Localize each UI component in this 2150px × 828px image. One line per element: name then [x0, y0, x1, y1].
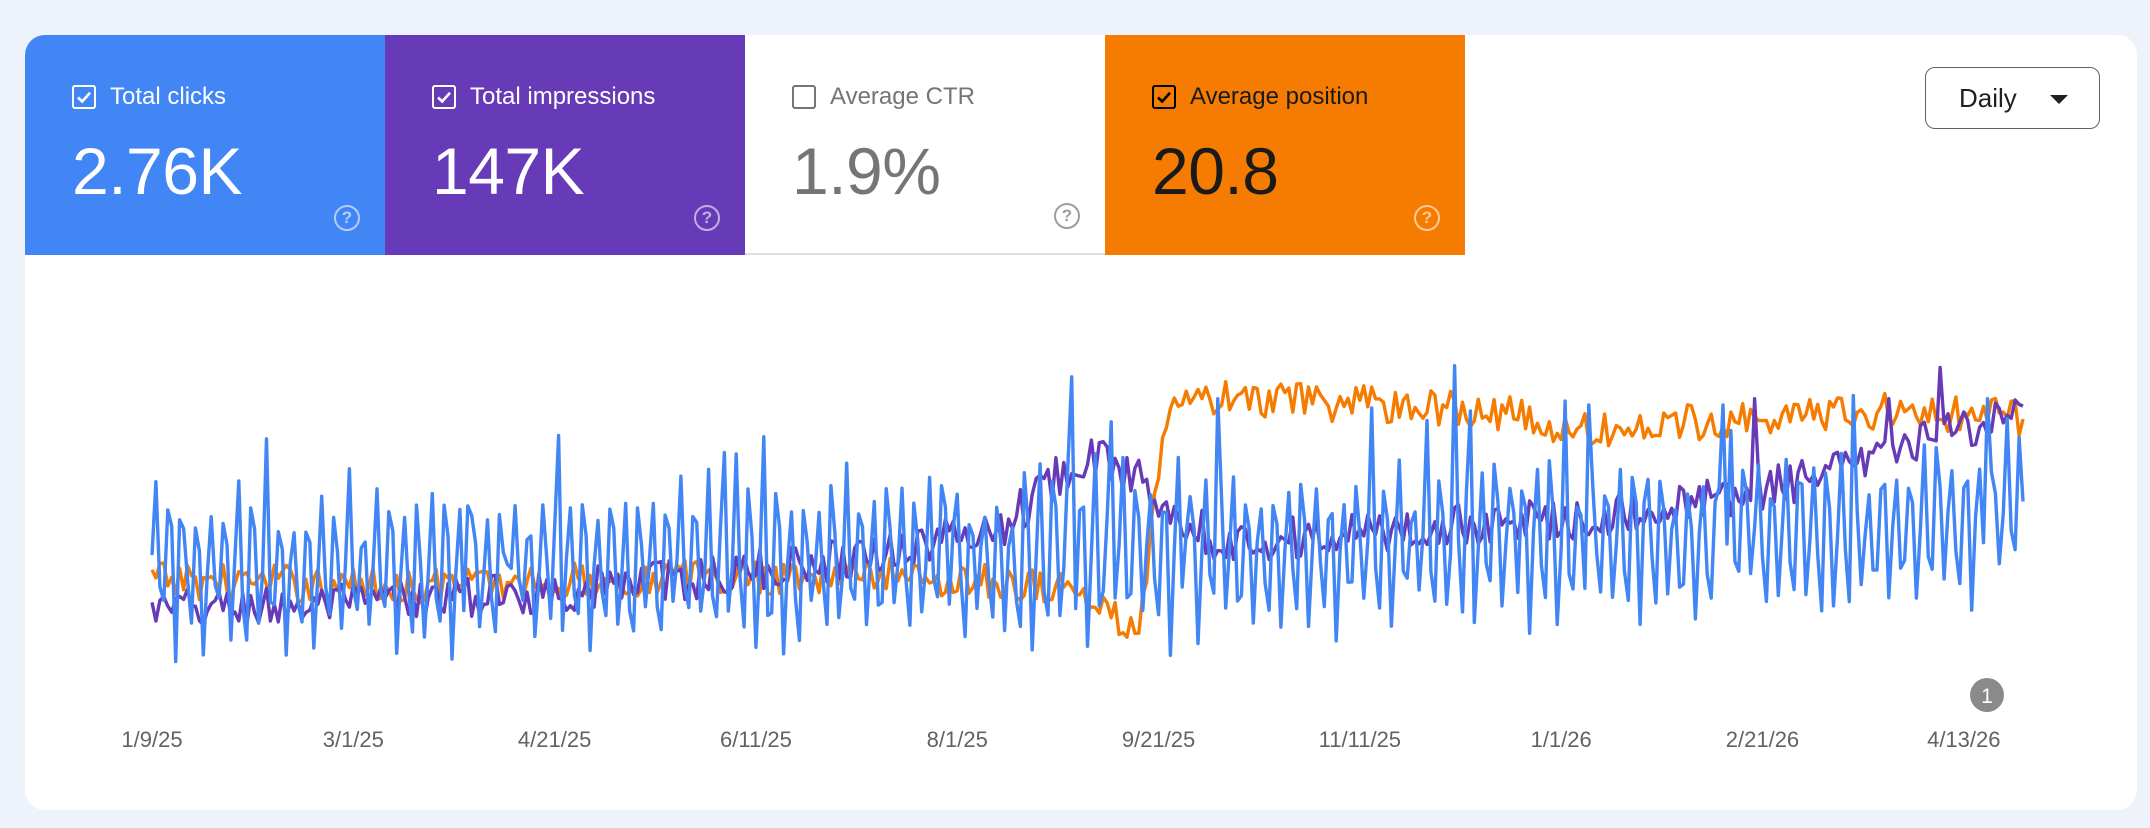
- period-dropdown[interactable]: Daily: [1925, 67, 2100, 129]
- metric-label: Total impressions: [470, 83, 656, 110]
- annotation-label: 1: [1981, 685, 1993, 708]
- x-tick-label: 2/21/26: [1726, 727, 1799, 752]
- x-tick-label: 11/11/25: [1319, 727, 1401, 752]
- metric-value: 2.76K: [72, 134, 242, 208]
- checkbox-checked-icon[interactable]: [72, 85, 96, 109]
- chart-annotation[interactable]: 1: [1970, 678, 2004, 712]
- metric-total-impressions[interactable]: Total impressions 147K ?: [385, 35, 745, 255]
- help-icon[interactable]: ?: [1054, 203, 1080, 229]
- x-tick-label: 1/9/25: [121, 727, 182, 752]
- x-tick-label: 4/21/25: [518, 727, 591, 752]
- x-axis-ticks: 1/9/25 3/1/25 4/21/25 6/11/25 8/1/25 9/21/25 1…: [121, 727, 2000, 752]
- metric-value: 147K: [432, 134, 585, 208]
- x-tick-label: 9/21/25: [1122, 727, 1195, 752]
- x-tick-label: 8/1/25: [927, 727, 988, 752]
- x-tick-label: 6/11/25: [720, 727, 792, 752]
- series-line-total-clicks: [150, 364, 2025, 664]
- help-icon[interactable]: ?: [694, 205, 720, 231]
- metric-average-position[interactable]: Average position 20.8 ?: [1105, 35, 1465, 255]
- checkbox-checked-icon[interactable]: [1152, 85, 1176, 109]
- checkbox-unchecked-icon[interactable]: [792, 85, 816, 109]
- chart-lines: [150, 364, 2025, 664]
- metric-total-clicks[interactable]: Total clicks 2.76K ?: [25, 35, 385, 255]
- checkbox-checked-icon[interactable]: [432, 85, 456, 109]
- metric-value: 1.9%: [792, 134, 941, 208]
- performance-chart: 1/9/25 3/1/25 4/21/25 6/11/25 8/1/25 9/21/25 1…: [121, 364, 2025, 752]
- x-tick-label: 1/1/26: [1531, 727, 1592, 752]
- period-dropdown-value: Daily: [1959, 82, 2017, 113]
- annotation-marker[interactable]: [1970, 678, 2004, 712]
- metric-value: 20.8: [1152, 134, 1279, 208]
- help-icon[interactable]: ?: [334, 205, 360, 231]
- metric-label: Average CTR: [830, 83, 975, 110]
- metric-label: Total clicks: [110, 83, 227, 110]
- x-tick-label: 3/1/25: [323, 727, 384, 752]
- help-icon[interactable]: ?: [1414, 205, 1440, 231]
- x-tick-label: 4/13/26: [1927, 727, 2000, 752]
- metric-label: Average position: [1190, 83, 1369, 110]
- chevron-down-icon: [2050, 95, 2068, 104]
- metric-average-ctr[interactable]: Average CTR 1.9% ?: [745, 35, 1105, 255]
- performance-card: Total clicks 2.76K ? Total impressions 1…: [25, 35, 2137, 810]
